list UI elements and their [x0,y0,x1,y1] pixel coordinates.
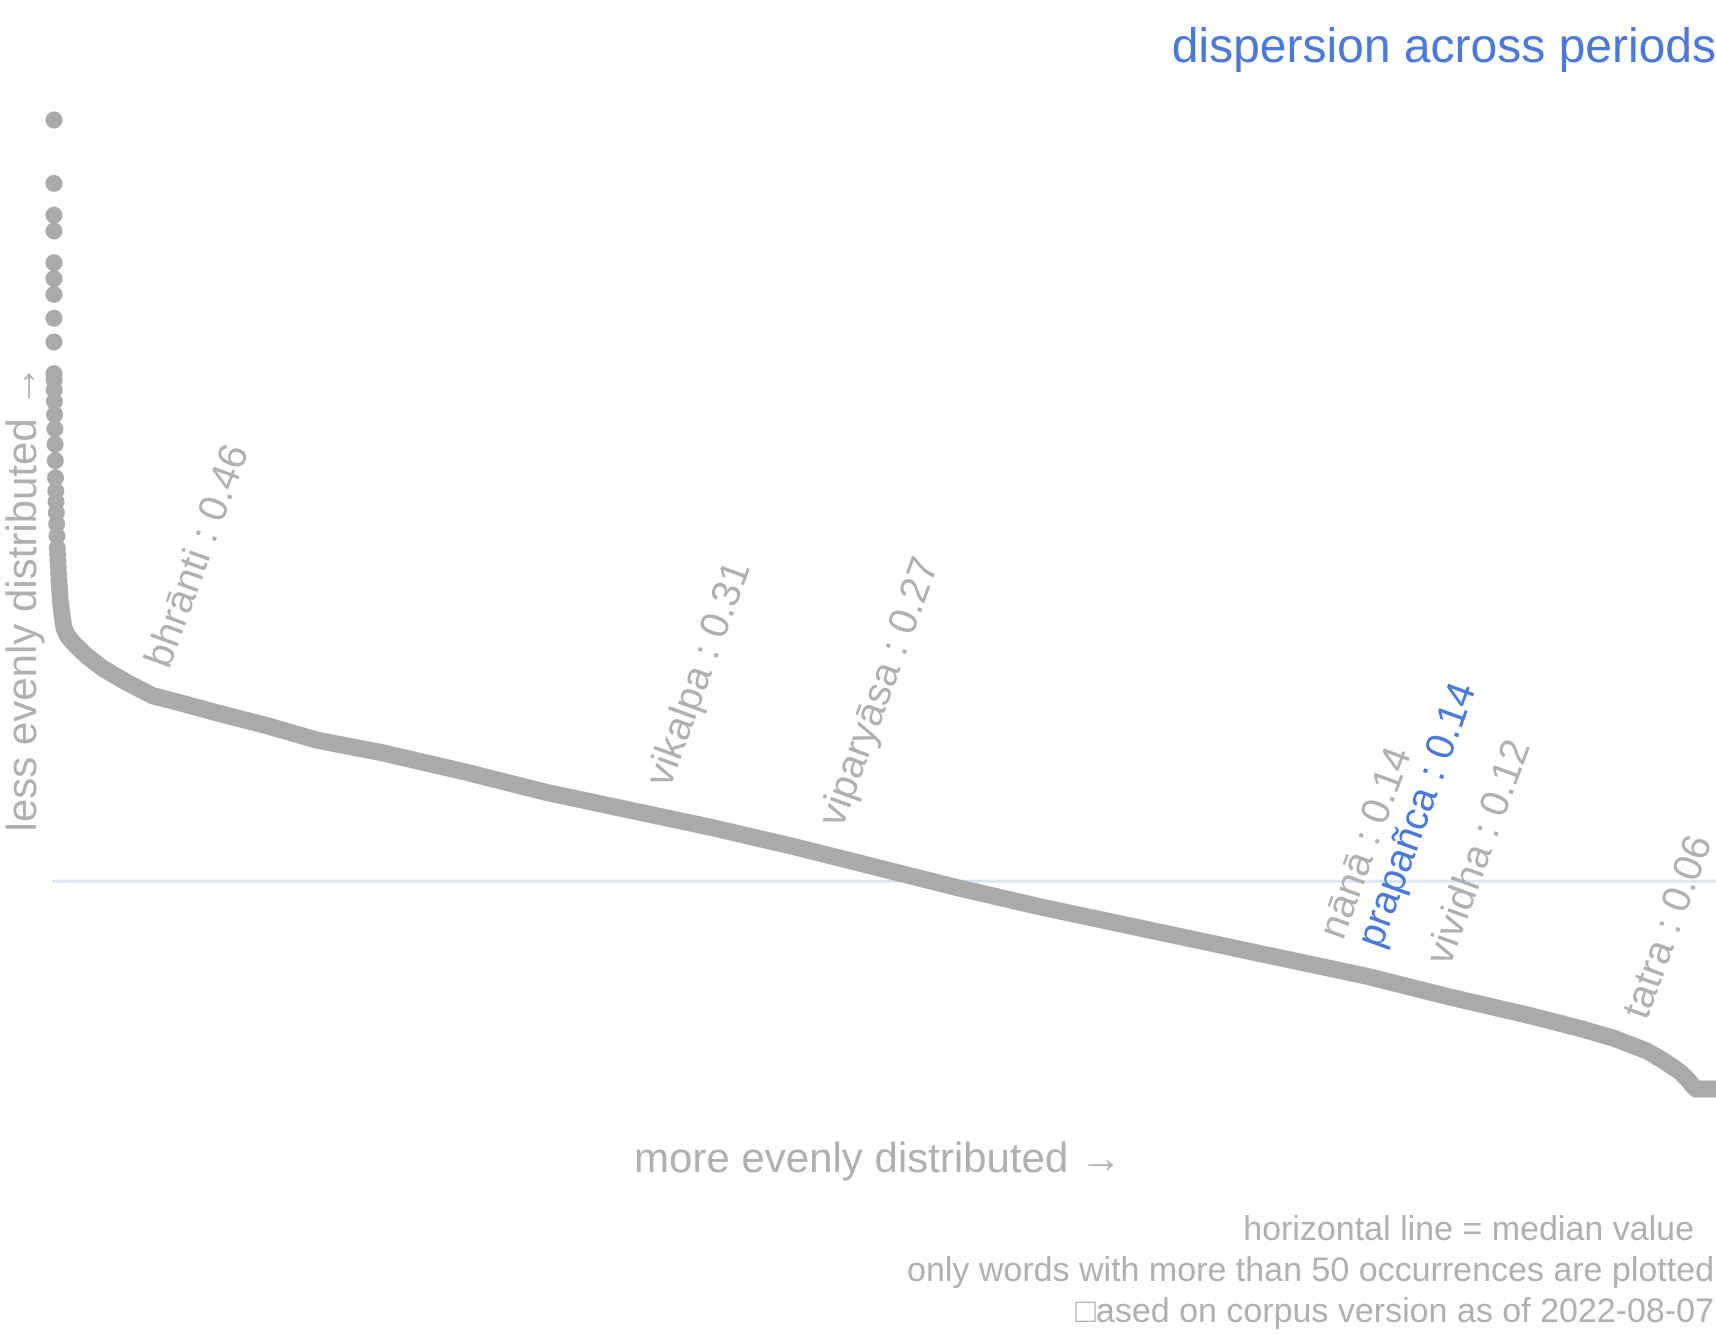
footnote-median: horizontal line = median value [1243,1210,1694,1248]
annotations: bhrānti : 0.46 vikalpa : 0.31 viparyāsa : … [136,439,1716,1024]
annotation-bhrānti: bhrānti : 0.46 [136,439,257,673]
y-axis-label: less evenly distributed → [0,365,45,832]
data-point [46,286,63,303]
annotation-vikalpa: vikalpa : 0.31 [637,555,759,792]
data-point [46,175,63,192]
data-point [46,420,63,437]
data-point [46,207,63,224]
annotation-viparyāsa: viparyāsa : 0.27 [809,551,947,831]
footnote-corpus-version: □ased on corpus version as of 2022-08-07 [1075,1292,1714,1329]
data-point [46,310,63,327]
data-point [47,452,64,469]
data-point [46,254,63,271]
data-point [46,223,63,240]
data-point [46,334,63,351]
x-axis-label: more evenly distributed → [634,1134,1122,1181]
footnote-occurrences: only words with more than 50 occurrences… [907,1251,1714,1289]
data-point [46,270,63,287]
annotation-tatra: tatra : 0.06 [1614,829,1716,1024]
data-point [47,436,64,453]
chart-title: dispersion across periods [1172,20,1716,73]
data-point [46,112,63,129]
